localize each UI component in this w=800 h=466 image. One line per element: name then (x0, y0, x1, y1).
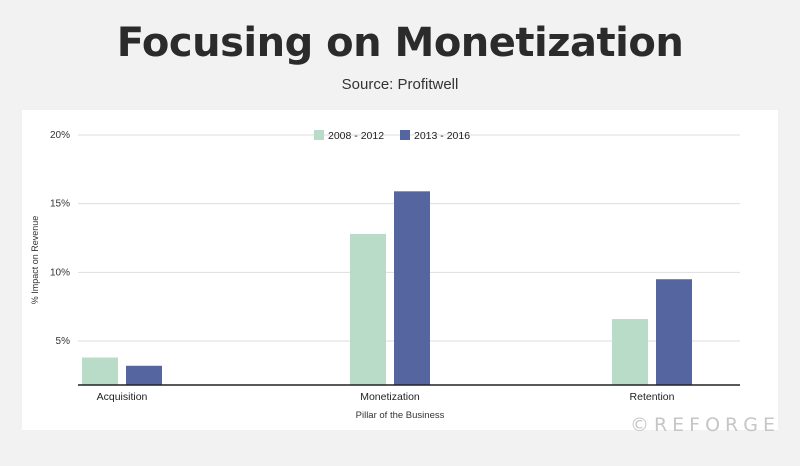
x-tick-label: Monetization (360, 391, 420, 403)
y-axis-label: % Impact on Revenue (30, 216, 40, 305)
bar-chart: 5% 10% 15% 20% Acquisition Monetization Retent… (30, 130, 740, 421)
bar-monetization-series-2 (394, 191, 430, 385)
legend-swatch-series-2 (400, 130, 410, 140)
legend-swatch-series-1 (314, 130, 324, 140)
y-tick-label: 20% (50, 130, 70, 141)
chart-subtitle: Source: Profitwell (341, 76, 459, 93)
bar-acquisition-series-1 (82, 357, 118, 385)
y-tick-label: 15% (50, 199, 70, 210)
x-tick-label: Retention (630, 391, 675, 403)
bar-retention-series-2 (656, 279, 692, 385)
chart-card: 5% 10% 15% 20% Acquisition Monetization Retent… (22, 110, 778, 430)
reforge-watermark: ©REFORGE (629, 414, 780, 436)
x-tick-label: Acquisition (97, 391, 148, 403)
bar-monetization-series-1 (350, 233, 386, 385)
y-tick-label: 5% (56, 336, 71, 347)
legend-label-series-2: 2013 - 2016 (414, 130, 470, 142)
bar-acquisition-series-2 (126, 365, 162, 385)
y-tick-label: 10% (50, 267, 70, 278)
x-axis-label: Pillar of the Business (356, 410, 445, 421)
legend-label-series-1: 2008 - 2012 (328, 130, 384, 142)
chart-title: Focusing on Monetization (116, 20, 684, 66)
bar-retention-series-1 (612, 319, 648, 385)
